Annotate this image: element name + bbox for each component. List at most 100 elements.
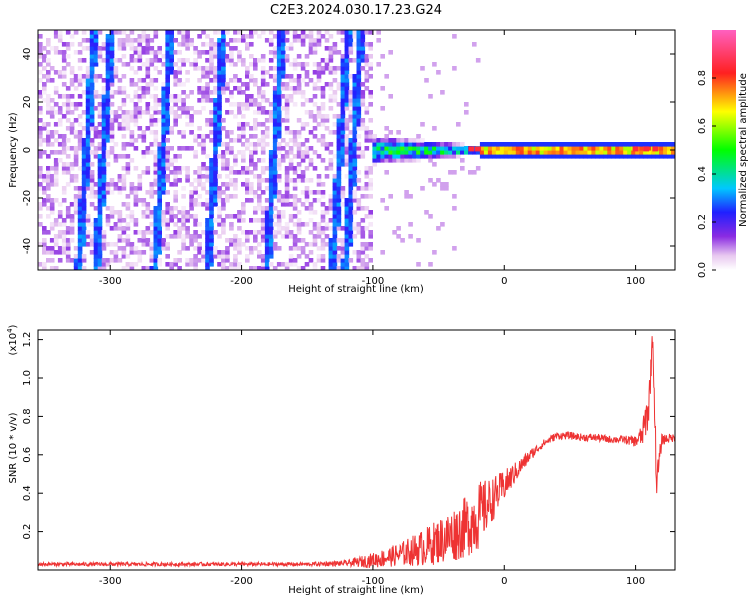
spectrogram-cell [185, 114, 190, 119]
spectrogram-cell [153, 250, 159, 255]
spectrogram-cell [225, 266, 230, 270]
spectrogram-cell [268, 238, 274, 243]
spectrogram-cell [113, 210, 119, 215]
spectrogram-cell [217, 70, 222, 75]
spectrogram-cell [81, 138, 87, 143]
spectrogram-cell [284, 194, 290, 199]
spectrogram-cell [352, 98, 358, 103]
spectrogram-cell [276, 226, 282, 231]
spectrogram-cell [93, 62, 99, 67]
spectrogram-cell [125, 222, 131, 227]
spectrogram-cell [416, 138, 421, 143]
y-tick-label: 0.6 [22, 447, 33, 463]
spectrogram-cell [77, 166, 83, 171]
spectrogram-cell [280, 50, 286, 55]
spectrogram-cell [245, 34, 250, 39]
spectrogram-cell [93, 222, 99, 227]
spectrogram-cell [249, 158, 254, 163]
spectrogram-cell [229, 130, 234, 135]
spectrogram-cell [340, 190, 346, 195]
spectrogram-cell [237, 250, 242, 255]
spectrogram-cell [217, 94, 222, 99]
spectrogram-cell [97, 182, 103, 187]
spectrogram-cell [101, 126, 107, 131]
spectrogram-cell [121, 226, 127, 231]
spectrogram-cell [340, 154, 346, 159]
spectrogram-cell [276, 46, 282, 51]
spectrogram-cell [348, 170, 354, 175]
spectrogram-cell [348, 182, 354, 187]
spectrogram-cell [105, 70, 111, 75]
spectrogram-cell [157, 162, 162, 167]
spectrogram-cell [368, 214, 373, 219]
spectrogram-cell [671, 146, 675, 151]
spectrogram-cell [368, 246, 373, 251]
spectrogram-cell [149, 210, 155, 215]
spectrogram-cell [61, 166, 67, 171]
spectrogram-cell [61, 138, 67, 143]
spectrogram-cell [241, 114, 246, 119]
spectrogram-cell [300, 170, 306, 175]
spectrogram-cell [53, 122, 59, 127]
spectrogram-cell [523, 154, 529, 159]
spectrogram-cell [42, 230, 47, 235]
spectrogram-cell [169, 98, 174, 103]
spectrogram-cell [372, 134, 377, 139]
spectrogram-cell [93, 106, 99, 111]
spectrogram-cell [296, 230, 302, 235]
spectrogram-cell [149, 94, 155, 99]
spectrogram-cell [69, 42, 75, 47]
spectrogram-cell [348, 150, 354, 155]
spectrogram-cell [288, 138, 294, 143]
spectrogram-cell [300, 238, 306, 243]
spectrogram-cell [388, 150, 393, 155]
spectrogram-cell [145, 166, 151, 171]
spectrogram-cell [340, 122, 346, 127]
spectrogram-cell [181, 166, 186, 171]
spectrogram-cell [292, 246, 298, 251]
spectrogram-cell [193, 262, 198, 267]
spectrogram-cell [428, 154, 433, 159]
spectrogram-cell [97, 254, 103, 259]
spectrogram-cell [101, 158, 107, 163]
spectrogram-cell [324, 142, 330, 147]
spectrogram-cell [165, 114, 170, 119]
spectrogram-cell [73, 78, 79, 83]
spectrogram-cell [619, 154, 624, 159]
spectrogram-cell [157, 202, 162, 207]
spectrogram-cell [253, 230, 258, 235]
spectrogram-cell [360, 122, 366, 127]
spectrogram-cell [193, 178, 198, 183]
spectrogram-cell [177, 94, 182, 99]
spectrogram-cell [272, 266, 278, 270]
spectrogram-cell [121, 182, 127, 187]
spectrogram-cell [77, 250, 83, 255]
spectrogram-cell [93, 54, 99, 59]
spectrogram-cell [276, 158, 282, 163]
spectrogram-cell [165, 138, 170, 143]
spectrogram-cell [65, 254, 71, 259]
spectrogram-cell [276, 42, 282, 47]
spectrogram-cell [57, 230, 63, 235]
spectrogram-cell [65, 30, 71, 35]
spectrogram-cell [336, 142, 342, 147]
spectrogram-cell [543, 150, 549, 155]
spectrogram-cell [288, 178, 294, 183]
spectrogram-cell [141, 250, 147, 255]
spectrogram-cell [46, 74, 51, 79]
spectrogram-cell [312, 94, 318, 99]
spectrogram-cell [280, 34, 286, 39]
spectrogram-cell [217, 106, 222, 111]
spectrogram-cell [276, 30, 282, 35]
spectrogram-cell [432, 62, 437, 67]
spectrogram-cell [117, 114, 123, 119]
spectrogram-cell [165, 70, 170, 75]
spectrogram-cell [308, 202, 314, 207]
spectrogram-cell [300, 34, 306, 39]
spectrogram-cell [348, 190, 354, 195]
spectrogram-cell [145, 102, 151, 107]
spectrogram-cell [209, 238, 214, 243]
spectrogram-cell [392, 142, 397, 147]
spectrogram-cell [241, 122, 246, 127]
spectrogram-cell [81, 178, 87, 183]
